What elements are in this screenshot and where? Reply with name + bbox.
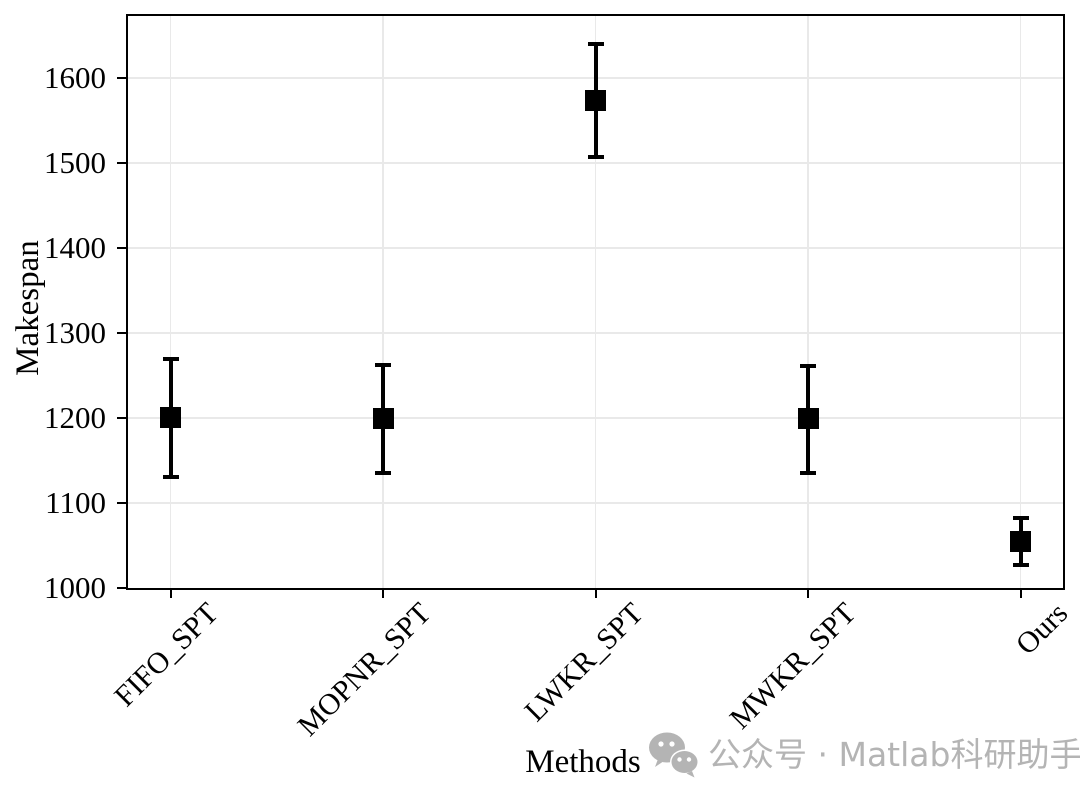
error-bar-cap-top (587, 42, 604, 47)
y-tick (117, 417, 126, 419)
x-tick (807, 590, 809, 598)
data-point-marker (585, 89, 606, 111)
v-gridline (1019, 16, 1022, 588)
error-bar-cap-top (375, 363, 391, 368)
x-tick (382, 590, 384, 598)
v-gridline (594, 16, 597, 588)
error-bar-cap-top (162, 356, 179, 361)
x-tick-label-text: FIFO_SPT (107, 596, 225, 714)
y-tick-label: 1100 (45, 485, 106, 520)
y-tick (117, 587, 126, 589)
data-point-marker (372, 407, 394, 429)
x-tick (1019, 590, 1022, 598)
v-gridline (169, 16, 172, 588)
y-tick (117, 247, 126, 250)
data-point-marker (160, 406, 181, 428)
data-point-marker (1010, 530, 1031, 552)
y-tick (117, 332, 126, 335)
y-tick-label: 1200 (44, 400, 106, 435)
y-tick-label: 1600 (44, 60, 106, 96)
error-bar-cap-bottom (375, 471, 391, 476)
error-bar-cap-bottom (587, 155, 604, 160)
watermark: 公众号 · Matlab科研助手 (648, 731, 1080, 779)
data-point-marker (797, 408, 819, 430)
y-tick-label: 1500 (44, 145, 106, 181)
y-axis-label: Makespan (10, 240, 46, 376)
y-tick (117, 77, 126, 80)
y-tick (117, 162, 126, 165)
x-tick (594, 590, 597, 598)
error-bar-cap-top (800, 364, 816, 369)
x-tick-label-text: Ours (1009, 596, 1075, 662)
wechat-icon (648, 731, 700, 779)
watermark-text: 公众号 · Matlab科研助手 (708, 735, 1080, 774)
x-tick-label-text: MWKR_SPT (723, 596, 862, 736)
error-bar-cap-top (1012, 516, 1029, 521)
x-tick (169, 590, 172, 598)
y-tick-label: 1000 (44, 570, 106, 605)
v-gridline (807, 16, 809, 588)
y-tick-label: 1300 (44, 315, 106, 351)
error-bar-cap-bottom (1012, 563, 1029, 568)
y-tick-label: 1400 (44, 230, 106, 266)
x-tick-label-text: MOPNR_SPT (290, 596, 437, 743)
x-axis-label: Methods (525, 744, 641, 780)
x-tick-label-text: LWKR_SPT (518, 596, 650, 728)
error-bar-cap-bottom (162, 474, 179, 479)
error-bar-cap-bottom (800, 471, 816, 476)
y-tick (117, 502, 126, 504)
v-gridline (382, 16, 384, 588)
plot-area (126, 14, 1065, 590)
